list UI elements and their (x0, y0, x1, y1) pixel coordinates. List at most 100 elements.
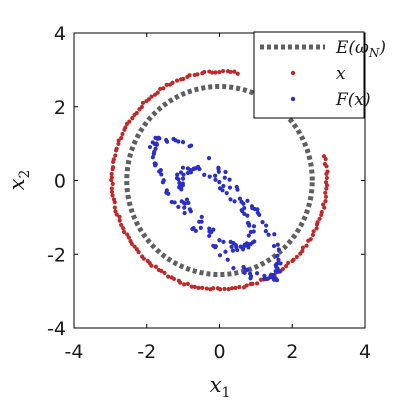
point-x (204, 286, 209, 291)
point-x (110, 167, 115, 172)
point-fx (175, 172, 180, 177)
x-tick-label: 2 (286, 341, 298, 363)
point-fx (213, 244, 218, 249)
point-fx (223, 249, 228, 254)
x-ticks: -4 -2 0 2 4 (65, 33, 371, 363)
point-x (162, 270, 167, 275)
point-fx (147, 144, 153, 150)
point-x (323, 194, 328, 199)
point-fx (177, 180, 182, 186)
point-fx (273, 269, 278, 274)
point-x (322, 205, 327, 210)
y-tick-label: 0 (54, 171, 66, 193)
point-x (109, 186, 114, 191)
x-tick-label: 4 (359, 341, 371, 363)
point-x (113, 148, 119, 153)
point-fx (161, 178, 166, 183)
point-x (109, 171, 114, 177)
point-fx (246, 243, 251, 248)
point-fx (255, 210, 260, 215)
point-fx (276, 247, 281, 252)
point-fx (250, 206, 255, 211)
point-x (226, 287, 231, 292)
point-x (235, 71, 240, 76)
point-x (113, 153, 118, 158)
point-fx (187, 207, 192, 212)
point-x (237, 284, 242, 290)
point-fx (193, 228, 198, 234)
point-fx (199, 214, 204, 219)
point-x (112, 205, 117, 210)
point-x (315, 220, 320, 225)
point-x (233, 285, 238, 291)
point-x (323, 180, 329, 185)
point-x (222, 286, 227, 291)
point-fx (251, 224, 257, 229)
point-x (109, 189, 115, 195)
point-fx (185, 170, 190, 176)
point-x (324, 186, 329, 191)
point-fx (266, 232, 271, 237)
point-x (291, 257, 296, 262)
point-fx (275, 242, 280, 247)
y-tick-label: 2 (54, 97, 66, 119)
point-fx (216, 165, 221, 170)
point-fx (271, 243, 277, 249)
point-fx (221, 183, 226, 189)
point-x (321, 154, 327, 159)
point-x (174, 78, 180, 83)
point-x (109, 178, 114, 183)
point-fx (221, 239, 226, 244)
point-fx (213, 173, 218, 178)
point-fx (274, 264, 279, 269)
point-fx (207, 174, 212, 179)
point-x (158, 86, 163, 92)
point-fx (260, 220, 265, 225)
point-x (192, 72, 197, 78)
point-x (196, 285, 201, 290)
point-x (220, 68, 226, 74)
point-fx (202, 172, 207, 177)
point-fx (238, 244, 243, 249)
point-x (132, 112, 137, 117)
point-x (308, 237, 313, 242)
point-x (211, 286, 216, 291)
point-fx (217, 253, 223, 258)
point-x (304, 243, 309, 248)
point-fx (211, 227, 216, 232)
point-fx (181, 172, 186, 177)
point-x (117, 218, 122, 223)
point-fx (232, 199, 237, 204)
point-fx (217, 238, 222, 243)
point-fx (272, 232, 277, 237)
point-fx (231, 266, 236, 271)
point-x (120, 131, 125, 137)
point-fx (248, 276, 253, 281)
point-fx (187, 144, 192, 149)
point-x (294, 254, 299, 259)
point-x (141, 256, 146, 261)
point-fx (179, 187, 184, 192)
point-x (200, 285, 205, 290)
point-x (122, 127, 127, 132)
point-fx (150, 155, 155, 160)
point-fx (269, 272, 274, 277)
point-x (207, 69, 212, 74)
point-fx (152, 149, 157, 154)
legend-marker-x (290, 70, 296, 76)
point-x (314, 226, 319, 231)
point-fx (184, 197, 190, 202)
point-fx (180, 176, 186, 181)
point-fx (180, 165, 186, 170)
y-tick-label: 4 (54, 23, 66, 45)
point-fx (242, 211, 247, 216)
point-fx (274, 254, 279, 259)
point-fx (274, 261, 280, 266)
legend-label-x: x (336, 64, 346, 84)
point-x (286, 260, 291, 266)
point-x (144, 98, 149, 104)
point-x (116, 141, 121, 146)
legend: E(ωN) x F(x) (253, 31, 386, 119)
y-tick-label: -4 (47, 318, 66, 340)
